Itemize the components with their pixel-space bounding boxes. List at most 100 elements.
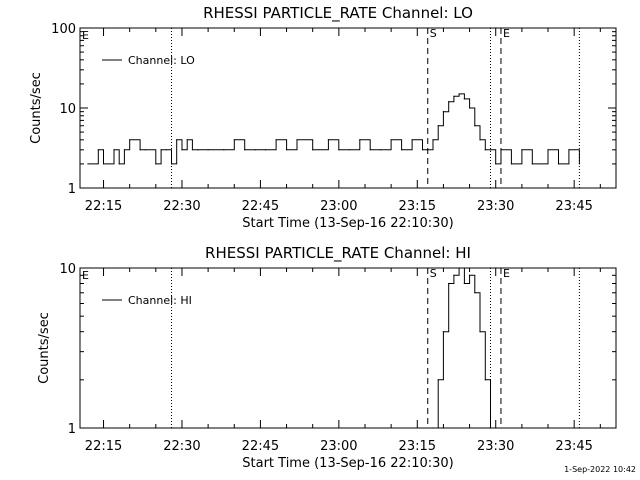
panel-1-data-point <box>254 149 256 151</box>
panel-2-data-point <box>463 282 465 285</box>
panel-1-data-point <box>437 125 439 127</box>
panel-1-data-point <box>176 139 178 141</box>
panel-1-data-point <box>578 163 580 165</box>
panel-2-data-point <box>437 379 439 381</box>
panel-1-data-point <box>495 163 497 165</box>
panel-1-data-point <box>489 149 492 151</box>
panel-1-data-point <box>113 149 115 151</box>
panel-2-xtick-label: 22:15 <box>85 439 122 454</box>
panel-2-series-line-1 <box>433 267 491 429</box>
panel-1-data-point <box>312 149 314 151</box>
panel-1-data-point <box>123 149 126 151</box>
panel-1-data-point <box>411 139 413 141</box>
panel-1-data-point <box>432 139 434 141</box>
panel-1-data-point <box>453 95 455 97</box>
panel-1-data-point <box>129 139 131 141</box>
panel-1-data-point <box>421 149 424 151</box>
panel-2-x-axis-label: Start Time (13-Sep-16 22:10:30) <box>242 456 453 471</box>
panel-1-xtick-label: 22:30 <box>163 199 200 214</box>
panel-1-data-point <box>401 149 403 151</box>
panel-1-data-point <box>181 149 183 151</box>
panel-1-data-point <box>380 149 382 151</box>
panel-2-data-point <box>432 427 434 429</box>
panel-1-data-point <box>165 149 167 151</box>
panel-1-data-point <box>244 149 246 151</box>
panel-2-xtick-label: 23:00 <box>320 439 357 454</box>
panel-1-series-line-1 <box>87 93 580 165</box>
panel-1-data-point <box>547 149 549 151</box>
panel-1-xtick-label: 23:45 <box>555 199 592 214</box>
panel-1-data-point <box>338 149 340 151</box>
panel-1-data-point <box>144 149 146 151</box>
panel-1-data-point <box>102 163 105 165</box>
panel-1-corner-label: E <box>82 29 89 42</box>
panel-2-ytick-label: 10 <box>59 262 76 277</box>
panel-1-data-point <box>468 107 471 109</box>
panel-1-data-point <box>87 163 89 165</box>
panel-2-xtick-label: 23:30 <box>477 439 514 454</box>
panel-2-plot-frame <box>79 267 617 429</box>
panel-1-data-point <box>500 149 502 151</box>
panel-2-marker-label-s: S <box>430 267 437 280</box>
panel-1-data-point <box>474 125 476 127</box>
panel-1-data-point <box>390 139 392 141</box>
panel-1-data-point <box>568 149 570 151</box>
panel-1-ytick-label: 100 <box>51 22 76 37</box>
panel-2-marker-label-e: E <box>503 267 510 280</box>
panel-1-data-point <box>170 163 173 165</box>
panel-1-data-point <box>118 163 120 165</box>
panel-2-ytick-label: 1 <box>68 422 76 437</box>
panel-1-data-point <box>479 139 481 141</box>
panel-1-marker-label-s: S <box>430 27 437 40</box>
panel-1-data-point <box>557 163 560 165</box>
panel-2-data-point <box>479 331 481 333</box>
panel-2-data-point <box>474 292 476 294</box>
panel-2-data-point <box>468 274 471 276</box>
panel-1-data-point <box>521 149 523 151</box>
panel-1-data-point <box>359 139 361 141</box>
panel-1-y-axis-label: Counts/sec <box>29 72 44 144</box>
panel-1-ytick-label: 10 <box>59 102 76 117</box>
panel-2-legend-label: Channel: HI <box>128 294 192 307</box>
panel-1-xtick-label: 22:45 <box>242 199 279 214</box>
panel-1-xtick-label: 23:00 <box>320 199 357 214</box>
panel-1-xtick-label: 23:15 <box>399 199 436 214</box>
panel-2-chart-title: RHESSI PARTICLE_RATE Channel: HI <box>205 244 471 263</box>
panel-1-xtick-label: 23:30 <box>477 199 514 214</box>
panel-1-data-point <box>463 98 465 100</box>
panel-2-xtick-label: 22:30 <box>163 439 200 454</box>
panel-1-data-point <box>139 149 141 151</box>
panel-1-data-point <box>448 101 450 103</box>
panel-2-corner-label: E <box>82 269 89 282</box>
panel-1-ytick-label: 1 <box>68 182 76 197</box>
panel-1-xtick-label: 22:15 <box>85 199 122 214</box>
panel-2-data-point <box>484 379 486 381</box>
panel-1-data-point <box>186 139 188 141</box>
panel-2-xtick-label: 22:45 <box>242 439 279 454</box>
panel-1-marker-label-e: E <box>503 27 510 40</box>
panel-1-data-point <box>369 149 371 151</box>
panel-2-data-point <box>442 331 445 333</box>
panel-1-data-point <box>97 149 99 151</box>
panel-1-data-point <box>233 139 235 141</box>
panel-1-data-point <box>442 111 445 113</box>
panel-1-data-point <box>155 163 157 165</box>
panel-1-x-axis-label: Start Time (13-Sep-16 22:10:30) <box>242 216 453 231</box>
panel-1-data-point <box>348 149 350 151</box>
panel-1-data-point <box>531 163 533 165</box>
panel-1-data-point <box>265 149 267 151</box>
panel-2-xtick-label: 23:15 <box>399 439 436 454</box>
panel-1-data-point <box>160 149 162 151</box>
panel-1-data-point <box>296 139 298 141</box>
panel-2-xtick-label: 23:45 <box>555 439 592 454</box>
panel-2-data-point <box>448 282 450 285</box>
panel-1-data-point <box>484 149 486 151</box>
panel-1-data-point <box>223 149 225 151</box>
panel-2-data-point <box>489 427 492 429</box>
panel-1-data-point <box>207 149 209 151</box>
panel-1-data-point <box>197 149 199 151</box>
panel-1-data-point <box>458 93 460 95</box>
footer-timestamp: 1-Sep-2022 10:42 <box>564 465 636 474</box>
panel-1-chart-title: RHESSI PARTICLE_RATE Channel: LO <box>203 4 473 23</box>
